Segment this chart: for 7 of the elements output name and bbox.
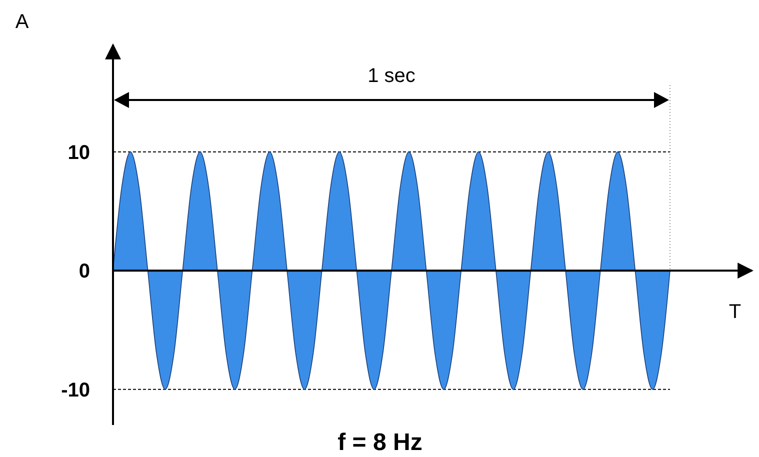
y-tick-label: -10 <box>61 379 90 402</box>
y-tick-label: 10 <box>68 142 90 164</box>
y-tick-label: 0 <box>78 260 90 283</box>
annotation: 1 sec <box>368 65 416 87</box>
x-axis-title: T <box>728 301 742 323</box>
text: f = 8 Hz <box>338 429 422 456</box>
y-axis-title: A <box>15 11 30 33</box>
